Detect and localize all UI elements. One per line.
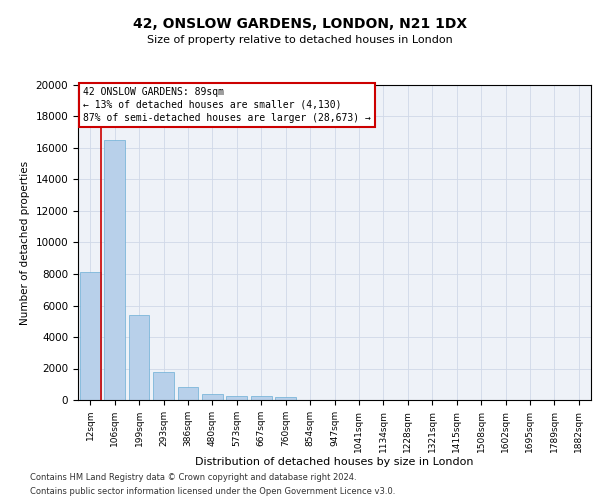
Text: 42, ONSLOW GARDENS, LONDON, N21 1DX: 42, ONSLOW GARDENS, LONDON, N21 1DX xyxy=(133,18,467,32)
Bar xyxy=(251,396,272,400)
Bar xyxy=(202,394,223,400)
Text: Contains public sector information licensed under the Open Government Licence v3: Contains public sector information licen… xyxy=(30,488,395,496)
Y-axis label: Number of detached properties: Number of detached properties xyxy=(20,160,30,324)
Bar xyxy=(104,140,125,400)
Bar xyxy=(153,372,174,400)
Bar xyxy=(128,315,149,400)
Bar xyxy=(80,272,101,400)
Bar xyxy=(275,397,296,400)
Text: Contains HM Land Registry data © Crown copyright and database right 2024.: Contains HM Land Registry data © Crown c… xyxy=(30,472,356,482)
Text: Size of property relative to detached houses in London: Size of property relative to detached ho… xyxy=(147,35,453,45)
Bar xyxy=(178,388,199,400)
Bar xyxy=(226,396,247,400)
X-axis label: Distribution of detached houses by size in London: Distribution of detached houses by size … xyxy=(195,458,474,468)
Text: 42 ONSLOW GARDENS: 89sqm
← 13% of detached houses are smaller (4,130)
87% of sem: 42 ONSLOW GARDENS: 89sqm ← 13% of detach… xyxy=(83,86,371,123)
